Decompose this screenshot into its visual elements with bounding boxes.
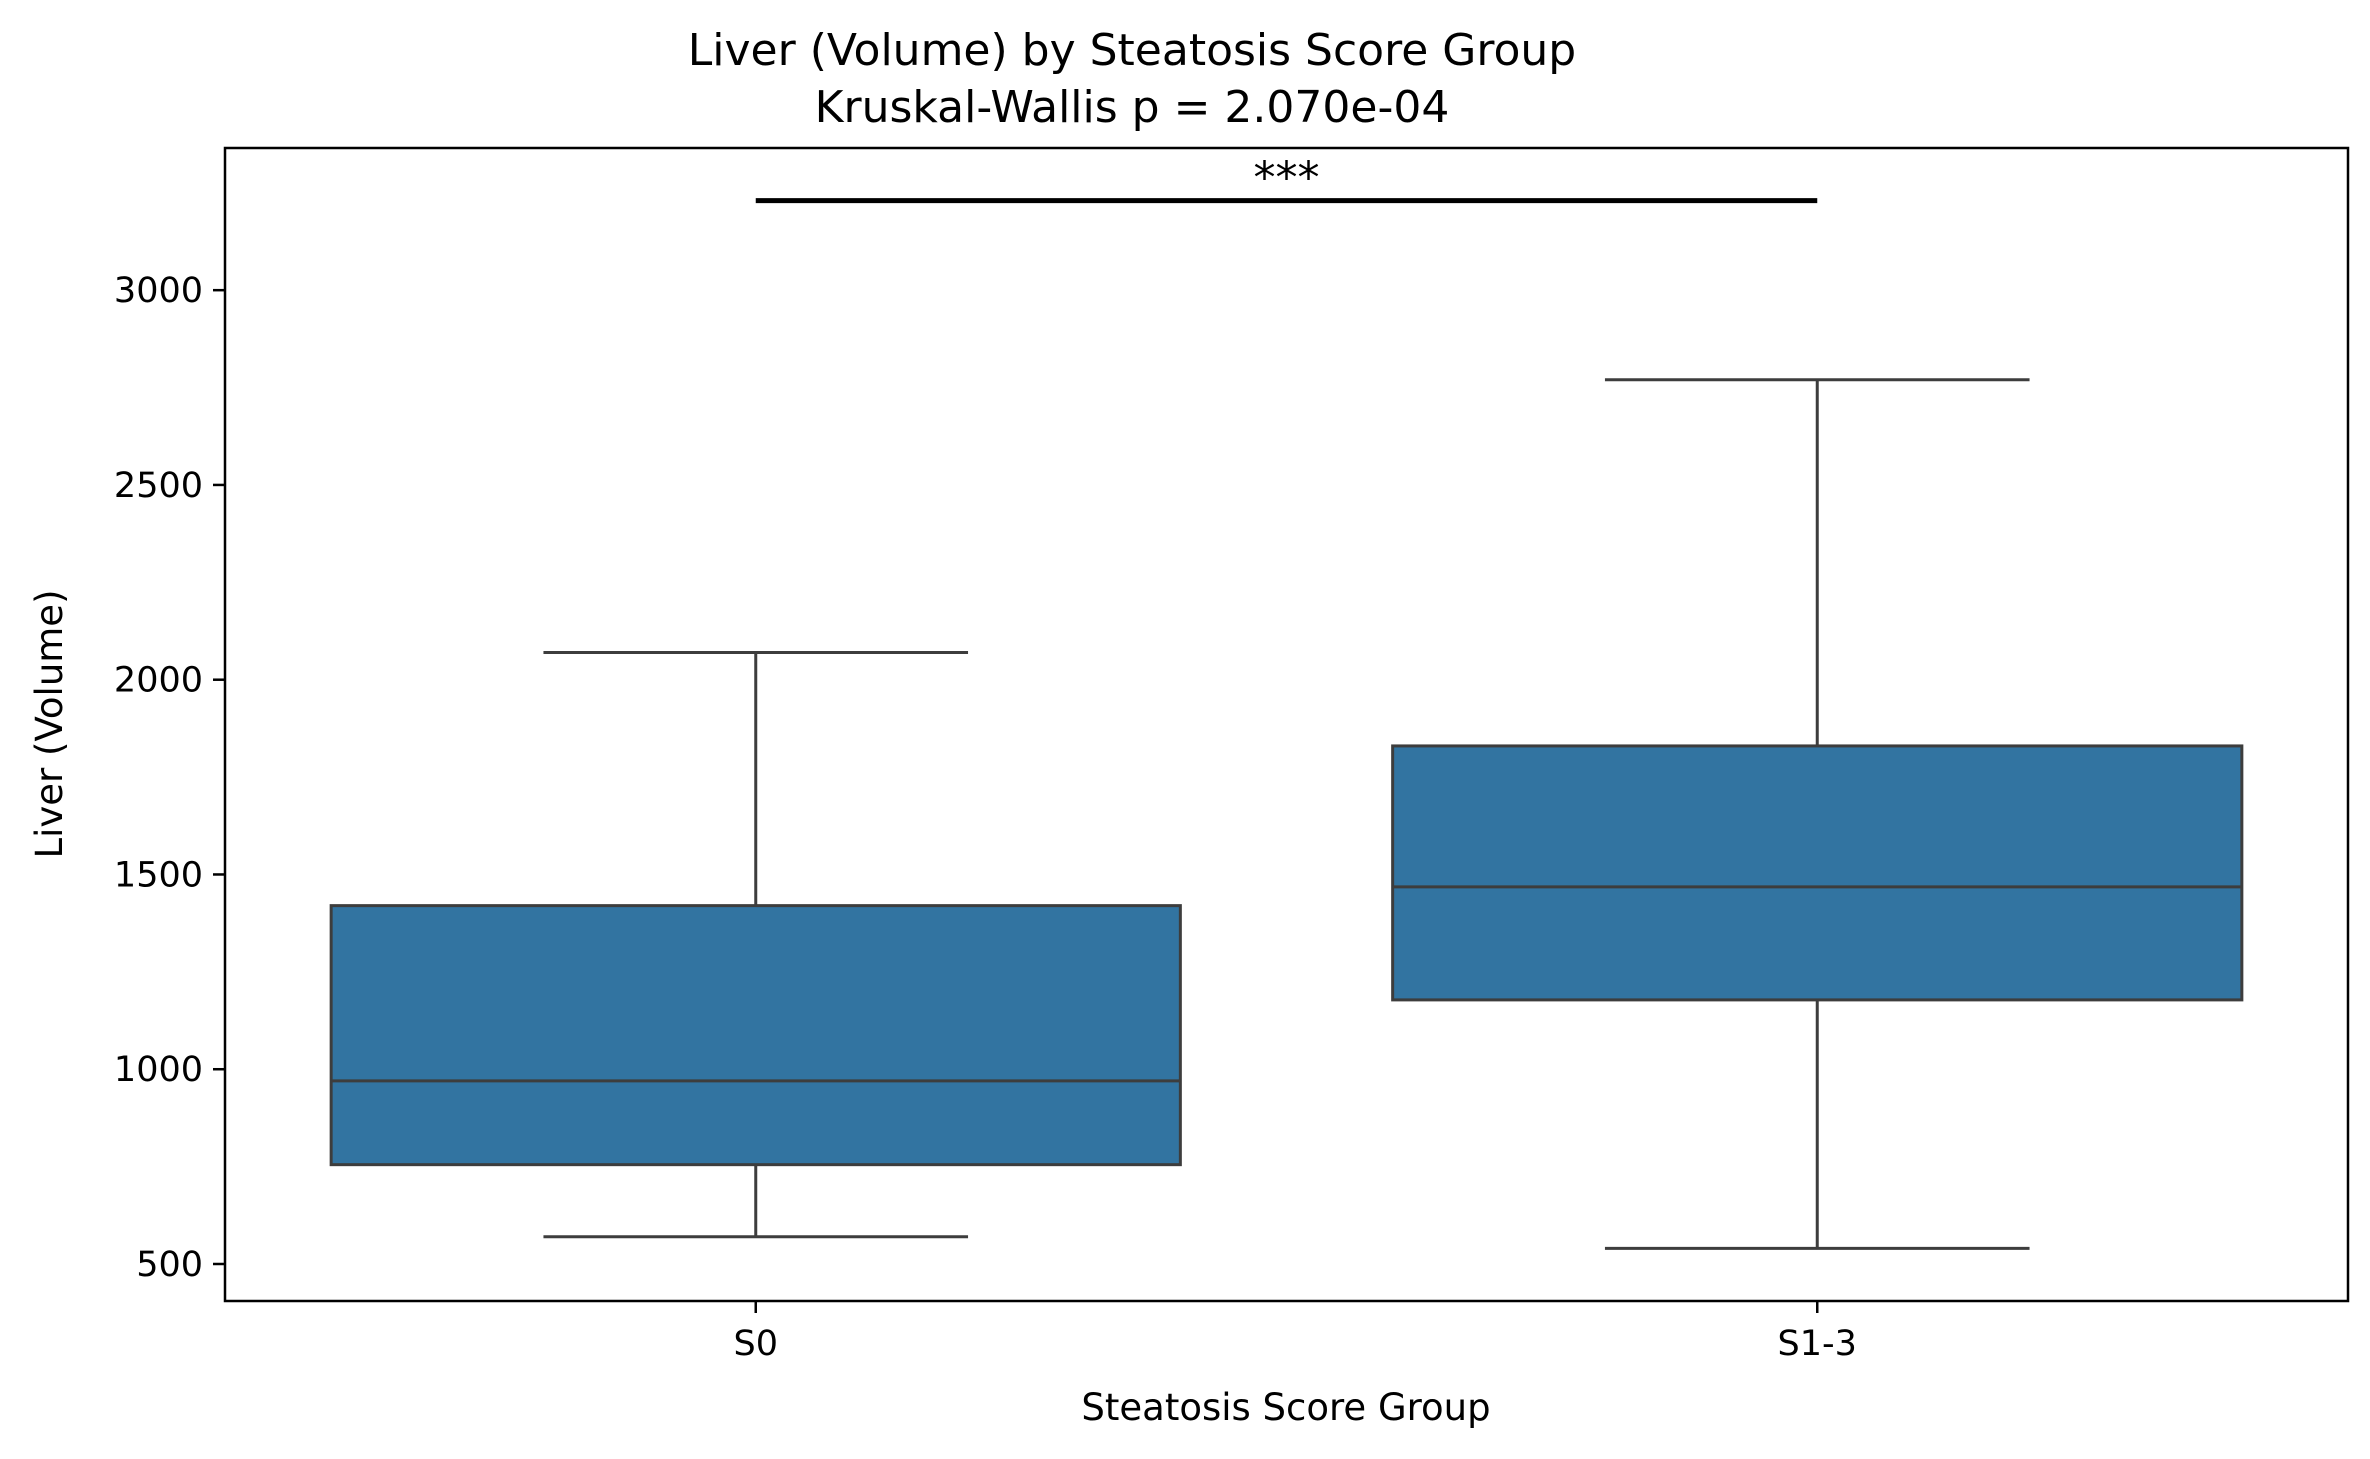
y-tick-label-500: 500 bbox=[136, 1245, 203, 1285]
plot-content: *** bbox=[329, 153, 2244, 1250]
y-tick-label-3000: 3000 bbox=[114, 271, 203, 311]
y-axis-label: Liver (Volume) bbox=[28, 589, 71, 858]
x-axis-label: Steatosis Score Group bbox=[1081, 1386, 1490, 1429]
y-tick-label-1500: 1500 bbox=[114, 855, 203, 895]
chart-title: Liver (Volume) by Steatosis Score Group bbox=[688, 25, 1576, 76]
box-s0 bbox=[329, 650, 1182, 1239]
significance-label: *** bbox=[1254, 153, 1320, 204]
plot-area-frame bbox=[223, 146, 2350, 1303]
y-axis: 500 1000 1500 2000 2500 3000 bbox=[114, 271, 225, 1285]
y-tick-label-2500: 2500 bbox=[114, 466, 203, 506]
x-tick-label-s1-3: S1-3 bbox=[1778, 1324, 1857, 1364]
y-tick-label-2000: 2000 bbox=[114, 661, 203, 701]
x-axis: S0 S1-3 bbox=[734, 1301, 1857, 1364]
box-s1-3 bbox=[1391, 378, 2244, 1250]
iqr-box-s1-3 bbox=[1391, 744, 2244, 1002]
iqr-box-s0 bbox=[329, 904, 1182, 1167]
chart-subtitle: Kruskal-Wallis p = 2.070e-04 bbox=[815, 82, 1450, 133]
x-tick-label-s0: S0 bbox=[734, 1324, 779, 1364]
y-tick-label-1000: 1000 bbox=[114, 1050, 203, 1090]
